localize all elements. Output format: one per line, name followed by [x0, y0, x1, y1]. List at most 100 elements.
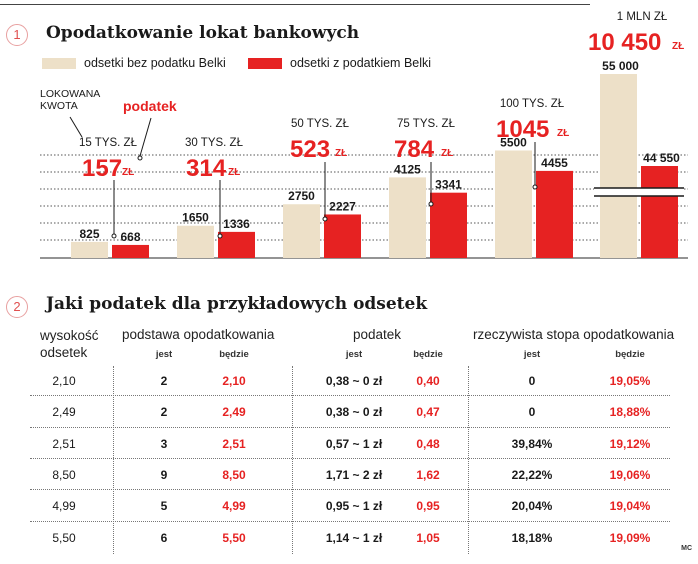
sub-podatek-jest: jest: [345, 349, 363, 360]
category-label: 100 TYS. ZŁ: [500, 98, 565, 110]
cell-stopa-bedzie: 19,09%: [609, 530, 651, 545]
sub-stopa-jest: jest: [523, 349, 541, 360]
table-divider-2: [292, 366, 293, 554]
bar-chart: 825 668 1650 1336 2750 2227 4125 3341 5500 4455 55…: [40, 11, 688, 259]
header-odsetek: odsetek: [40, 345, 88, 360]
tax-value: 784: [394, 136, 435, 163]
legend-item-untaxed: odsetki bez podatku Belki: [42, 56, 226, 70]
table-divider-3: [468, 366, 469, 554]
cell-podstawa-bedzie: 8,50: [222, 467, 246, 482]
cell-stopa-bedzie: 19,04%: [609, 499, 651, 514]
sub-stopa-bedzie: będzie: [615, 349, 645, 360]
section-2-badge: 2: [6, 296, 28, 318]
section-2-title: Jaki podatek dla przykładowych odsetek: [46, 294, 428, 314]
data-label-untaxed: 2750: [288, 189, 315, 203]
data-label-taxed: 3341: [435, 178, 462, 192]
bar-taxed: [218, 231, 255, 258]
tax-value: 314: [186, 155, 227, 182]
tax-unit: ZŁ: [672, 41, 684, 52]
data-label-untaxed: 55 000: [602, 59, 639, 73]
tax-unit: ZŁ: [557, 128, 569, 139]
legend-swatch-taxed: [248, 57, 282, 69]
category-label: 15 TYS. ZŁ: [79, 137, 138, 149]
cell-podstawa-jest: 9: [160, 467, 168, 482]
data-label-taxed: 2227: [329, 199, 356, 213]
cell-podstawa-bedzie: 2,51: [222, 436, 246, 451]
cell-podstawa-jest: 2: [160, 405, 168, 420]
bar-taxed: [536, 170, 573, 258]
annotation-lokowana-line1: LOKOWANA: [40, 88, 100, 100]
row-divider: [30, 395, 670, 397]
bar-untaxed: [71, 241, 108, 258]
tax-value: 523: [290, 136, 330, 163]
row-divider: [30, 489, 670, 491]
cell-odsetki: 2,51: [52, 436, 76, 451]
cell-podatek-jest: 0,38 ~ 0 zł: [325, 405, 383, 420]
header-wysokosc-odsetek: wysokość odsetek: [40, 327, 99, 361]
bar-untaxed: [600, 74, 637, 258]
bar-taxed: [324, 214, 361, 258]
row-divider: [30, 426, 670, 428]
connector-dot: [428, 201, 434, 207]
cell-podstawa-bedzie: 5,50: [222, 530, 246, 545]
header-podstawa: podstawa opodatkowania: [122, 327, 275, 342]
cell-odsetki: 8,50: [52, 467, 76, 482]
tax-value: 1045: [496, 116, 549, 143]
cell-podatek-bedzie: 0,40: [416, 374, 440, 388]
annotation-arrow-lokowana: [69, 116, 83, 138]
cell-stopa-bedzie: 19,05%: [609, 374, 651, 388]
category-label: 50 TYS. ZŁ: [291, 118, 350, 130]
data-label-untaxed: 825: [79, 227, 99, 241]
cell-odsetki: 4,99: [52, 499, 76, 514]
data-label-taxed: 668: [120, 230, 140, 244]
cell-podatek-bedzie: 0,47: [416, 405, 440, 420]
cell-stopa-bedzie: 18,88%: [609, 405, 651, 420]
data-label-untaxed: 5500: [500, 135, 527, 149]
tax-unit: ZŁ: [122, 167, 134, 178]
table-divider-1: [113, 366, 114, 554]
cell-stopa-jest: 18,18%: [511, 530, 553, 545]
cell-podatek-bedzie: 1,05: [416, 530, 440, 545]
annotation-podatek: podatek: [123, 98, 177, 114]
cell-odsetki: 5,50: [52, 530, 76, 545]
bar-untaxed: [283, 204, 320, 258]
cell-podatek-jest: 0,57 ~ 1 zł: [325, 436, 383, 451]
cell-stopa-jest: 20,04%: [511, 499, 553, 514]
sub-podatek-bedzie: będzie: [413, 349, 443, 360]
legend-label-taxed: odsetki z podatkiem Belki: [290, 56, 432, 70]
cell-podatek-bedzie: 0,48: [416, 436, 440, 451]
legend-item-taxed: odsetki z podatkiem Belki: [248, 56, 431, 70]
cell-podstawa-bedzie: 2,49: [222, 405, 246, 420]
cell-podstawa-jest: 3: [160, 436, 168, 451]
tax-unit: ZŁ: [335, 148, 347, 159]
header-podatek: podatek: [353, 327, 402, 342]
row-divider: [30, 520, 670, 522]
cell-podstawa-jest: 5: [160, 499, 168, 514]
bar-taxed: [430, 192, 467, 258]
annotation-lokowana-line2: KWOTA: [40, 100, 78, 112]
section-1-badge: 1: [6, 24, 28, 46]
cell-podatek-jest: 0,38 ~ 0 zł: [325, 374, 383, 388]
cell-stopa-jest: 0: [528, 405, 536, 420]
legend-swatch-untaxed: [42, 57, 76, 69]
sub-podstawa-jest: jest: [155, 349, 173, 360]
data-label-taxed: 4455: [541, 156, 568, 170]
data-label-untaxed: 1650: [182, 211, 209, 225]
tax-table: wysokość odsetek podstawa opodatkowania …: [0, 318, 698, 564]
cell-stopa-jest: 0: [528, 374, 536, 388]
cell-odsetki: 2,49: [52, 405, 76, 420]
row-divider: [30, 457, 670, 459]
connector-dot: [322, 216, 328, 222]
data-label-taxed: 1336: [223, 217, 250, 231]
category-label: 1 MLN ZŁ: [617, 11, 668, 23]
cell-stopa-bedzie: 19,06%: [609, 467, 651, 482]
tax-unit: ZŁ: [441, 148, 453, 159]
cell-stopa-bedzie: 19,12%: [609, 436, 651, 451]
cell-podatek-jest: 1,14 ~ 1 zł: [325, 530, 383, 545]
cell-podstawa-jest: 2: [160, 374, 168, 388]
bar-taxed: [112, 244, 149, 258]
bar-untaxed: [177, 225, 214, 258]
data-label-taxed: 44 550: [643, 151, 680, 165]
cell-podstawa-jest: 6: [160, 530, 168, 545]
bar-taxed: [641, 166, 678, 258]
